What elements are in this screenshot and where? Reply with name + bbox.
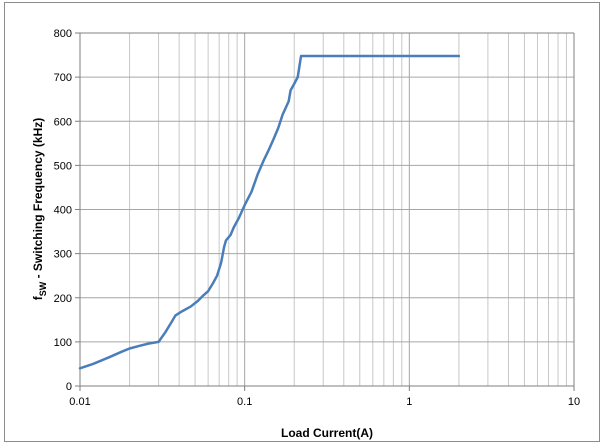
x-axis-title: Load Current(A) <box>281 426 373 440</box>
y-axis-title-subscript: SW <box>38 281 48 296</box>
y-axis-title-rest: - Switching Frequency (kHz) <box>31 118 45 282</box>
y-tick-label: 800 <box>54 28 72 40</box>
y-tick-label: 400 <box>54 205 72 217</box>
x-tick-label: 10 <box>568 396 580 408</box>
y-tick-label: 700 <box>54 72 72 84</box>
x-tick-label: 1 <box>406 396 412 408</box>
y-tick-label: 600 <box>54 116 72 128</box>
y-axis-title-main: f <box>31 295 45 300</box>
x-tick-label: 0.01 <box>69 396 90 408</box>
y-tick-label: 300 <box>54 249 72 261</box>
series-line <box>78 54 461 370</box>
series-layer <box>78 54 461 370</box>
y-gridlines <box>80 32 574 387</box>
y-tick-label: 0 <box>66 381 72 393</box>
x-tick-label: 0.1 <box>237 396 252 408</box>
y-tick-label: 200 <box>54 293 72 305</box>
plot-area: 0 100 200 300 400 500 600 700 800 0.01 0.1 1 10 <box>54 28 580 408</box>
y-tick-label: 100 <box>54 337 72 349</box>
y-tick-label: 500 <box>54 160 72 172</box>
y-axis-title: fSW - Switching Frequency (kHz) <box>31 118 48 301</box>
x-tick-labels: 0.01 0.1 1 10 <box>69 386 580 408</box>
y-tick-labels: 0 100 200 300 400 500 600 700 800 <box>54 28 80 393</box>
